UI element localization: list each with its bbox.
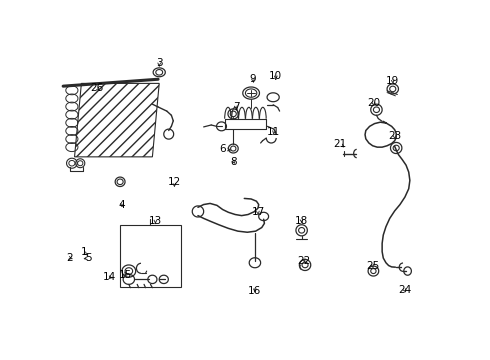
Text: 9: 9 — [250, 74, 256, 84]
Bar — [120, 225, 181, 287]
Text: 10: 10 — [269, 72, 282, 81]
Text: 16: 16 — [248, 286, 262, 296]
Text: 20: 20 — [367, 98, 380, 108]
Text: 1: 1 — [81, 247, 87, 257]
Text: 8: 8 — [231, 157, 237, 167]
Text: 15: 15 — [119, 270, 132, 280]
Text: 14: 14 — [103, 273, 117, 283]
Text: 17: 17 — [251, 207, 265, 217]
Polygon shape — [74, 84, 159, 157]
Text: 18: 18 — [295, 216, 308, 226]
Text: 3: 3 — [156, 58, 163, 68]
Text: 6: 6 — [220, 144, 230, 153]
Text: 5: 5 — [84, 253, 92, 263]
Text: 24: 24 — [398, 285, 412, 296]
Text: 22: 22 — [297, 256, 311, 266]
Text: 23: 23 — [388, 131, 401, 141]
Text: 13: 13 — [149, 216, 162, 226]
Text: 12: 12 — [168, 177, 181, 187]
Text: 26: 26 — [90, 82, 103, 93]
Text: 25: 25 — [366, 261, 379, 271]
Text: 4: 4 — [119, 201, 125, 210]
Text: 21: 21 — [334, 139, 347, 149]
Text: 19: 19 — [386, 76, 399, 86]
Text: 2: 2 — [66, 253, 73, 263]
Text: 11: 11 — [267, 127, 281, 137]
Text: 7: 7 — [233, 102, 239, 112]
